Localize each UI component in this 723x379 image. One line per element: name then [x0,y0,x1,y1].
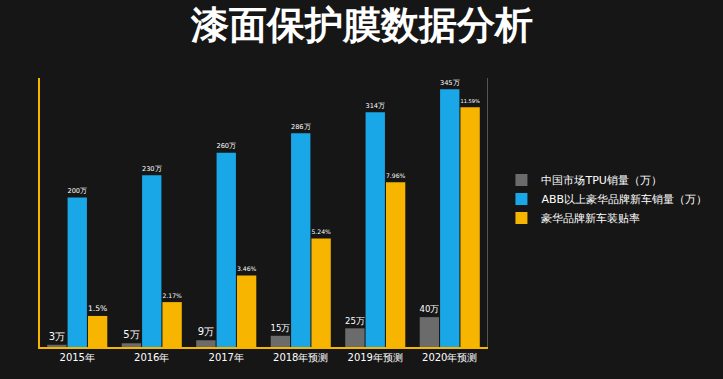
svg-text:2016年: 2016年 [134,352,169,363]
svg-text:260万: 260万 [216,142,236,150]
svg-text:ABB以上豪华品牌新车销量（万）: ABB以上豪华品牌新车销量（万） [541,193,707,206]
svg-text:1.5%: 1.5% [88,304,107,313]
svg-text:15万: 15万 [270,323,290,333]
svg-text:230万: 230万 [142,165,162,173]
svg-text:25万: 25万 [345,316,365,326]
svg-text:3万: 3万 [49,331,65,342]
svg-text:中国市场TPU销量（万）: 中国市场TPU销量（万） [541,174,661,187]
svg-text:314万: 314万 [365,102,385,110]
svg-text:2020年预测: 2020年预测 [422,352,477,363]
svg-text:2019年预测: 2019年预测 [348,352,403,363]
svg-text:286万: 286万 [291,123,311,131]
svg-text:40万: 40万 [419,304,439,314]
svg-text:345万: 345万 [440,79,460,87]
svg-text:9万: 9万 [198,326,214,337]
svg-text:3.46%: 3.46% [237,265,257,272]
svg-text:200万: 200万 [67,187,87,195]
svg-text:5万: 5万 [123,329,139,340]
svg-text:5.24%: 5.24% [311,228,331,235]
svg-text:豪华品牌新车装贴率: 豪华品牌新车装贴率 [541,212,640,225]
svg-text:漆面保护膜数据分析: 漆面保护膜数据分析 [190,3,533,47]
svg-text:2.17%: 2.17% [162,292,182,299]
svg-text:2015年: 2015年 [60,352,95,363]
svg-text:2017年: 2017年 [209,352,244,363]
svg-text:7.96%: 7.96% [386,172,406,179]
svg-text:11.59%: 11.59% [460,98,479,104]
svg-text:2018年预测: 2018年预测 [273,352,328,363]
